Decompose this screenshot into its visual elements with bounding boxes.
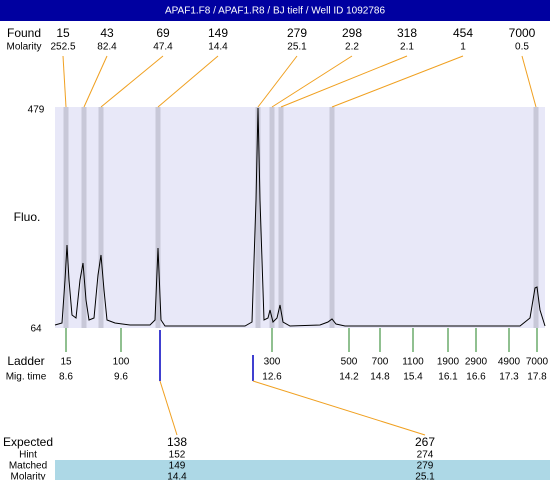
peak-connector — [331, 55, 464, 108]
peak-molarity: 47.4 — [153, 42, 173, 53]
ladder-time: 14.8 — [370, 372, 390, 383]
ladder-time: 17.3 — [499, 372, 519, 383]
expected-cell: 149 — [169, 461, 186, 472]
matched-band — [55, 460, 550, 480]
peak-band — [81, 107, 87, 328]
ladder-label: Ladder — [7, 354, 44, 368]
expected-cell: 138 — [167, 435, 187, 449]
peak-molarity: 25.1 — [287, 42, 307, 53]
connector — [159, 380, 178, 436]
expected-cell: 152 — [169, 450, 186, 461]
peak-size: 15 — [56, 26, 70, 40]
ladder-time: 9.6 — [114, 372, 128, 383]
ladder-time: 12.6 — [262, 372, 282, 383]
peak-connector — [62, 55, 67, 108]
expected-row-label: Expected — [3, 435, 53, 449]
expected-cell: 274 — [417, 450, 434, 461]
peak-size: 43 — [100, 26, 114, 40]
peak-size: 7000 — [509, 26, 536, 40]
ladder-time: 8.6 — [59, 372, 73, 383]
expected-row-label: Hint — [19, 450, 37, 461]
peak-band — [98, 107, 104, 328]
mig-time-label: Mig. time — [6, 372, 47, 383]
peak-connector — [257, 55, 298, 108]
peak-band — [329, 107, 335, 328]
peak-connector — [271, 55, 353, 108]
ladder-size: 15 — [60, 357, 72, 368]
peak-connector — [100, 55, 164, 108]
peak-connector — [521, 55, 537, 108]
peak-size: 318 — [397, 26, 417, 40]
peak-band — [269, 107, 275, 328]
axis-top: 479 — [28, 105, 45, 116]
expected-cell: 14.4 — [167, 472, 187, 480]
peak-molarity: 252.5 — [50, 42, 75, 53]
ladder-time: 17.8 — [527, 372, 547, 383]
title: APAF1.F8 / APAF1.R8 / BJ tielf / Well ID… — [165, 6, 386, 17]
plot-area — [55, 107, 545, 328]
expected-row-label: Molarity — [10, 472, 45, 480]
expected-cell: 267 — [415, 435, 435, 449]
ladder-size: 500 — [341, 357, 358, 368]
trace — [54, 107, 546, 327]
ladder-size: 100 — [113, 357, 130, 368]
expected-row-label: Matched — [9, 461, 47, 472]
ladder-size: 2900 — [465, 357, 488, 368]
peak-connector — [280, 55, 408, 108]
peak-size: 279 — [287, 26, 307, 40]
peak-molarity: 2.1 — [400, 42, 414, 53]
ladder-size: 7000 — [526, 357, 549, 368]
peak-size: 298 — [342, 26, 362, 40]
peak-band — [255, 107, 261, 328]
peak-band — [533, 107, 539, 328]
ladder-size: 700 — [372, 357, 389, 368]
peak-size: 69 — [156, 26, 170, 40]
expected-cell: 279 — [417, 461, 434, 472]
ladder-time: 15.4 — [403, 372, 423, 383]
connector — [252, 380, 426, 436]
ladder-size: 1100 — [402, 357, 424, 368]
peak-band — [278, 107, 284, 328]
ladder-size: 4900 — [498, 357, 521, 368]
expected-cell: 25.1 — [415, 472, 435, 480]
peak-molarity: 0.5 — [515, 42, 529, 53]
peak-size: 454 — [453, 26, 473, 40]
axis-bottom: 64 — [30, 324, 42, 335]
peak-size: 149 — [208, 26, 228, 40]
peak-band — [155, 107, 161, 328]
peak-connector — [157, 55, 219, 108]
peak-molarity: 14.4 — [208, 42, 228, 53]
ladder-size: 1900 — [437, 357, 460, 368]
molarity-label: Molarity — [6, 42, 41, 53]
peak-band — [63, 107, 69, 328]
peak-molarity: 82.4 — [97, 42, 117, 53]
axis-label: Fluo. — [14, 210, 41, 224]
peak-connector — [83, 55, 108, 108]
ladder-time: 16.6 — [466, 372, 486, 383]
found-label: Found — [7, 26, 41, 40]
ladder-time: 14.2 — [339, 372, 359, 383]
title-bar — [0, 0, 550, 21]
ladder-size: 300 — [264, 357, 281, 368]
peak-molarity: 1 — [460, 42, 466, 53]
ladder-time: 16.1 — [438, 372, 458, 383]
peak-molarity: 2.2 — [345, 42, 359, 53]
